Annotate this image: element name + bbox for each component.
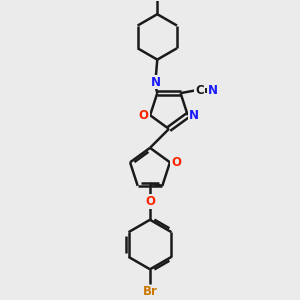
Text: O: O [171, 156, 181, 169]
Text: N: N [151, 76, 161, 88]
Text: O: O [145, 195, 155, 208]
Text: Br: Br [142, 286, 158, 298]
Text: O: O [139, 109, 149, 122]
Text: N: N [189, 109, 199, 122]
Text: C: C [195, 84, 204, 97]
Text: N: N [208, 84, 218, 97]
